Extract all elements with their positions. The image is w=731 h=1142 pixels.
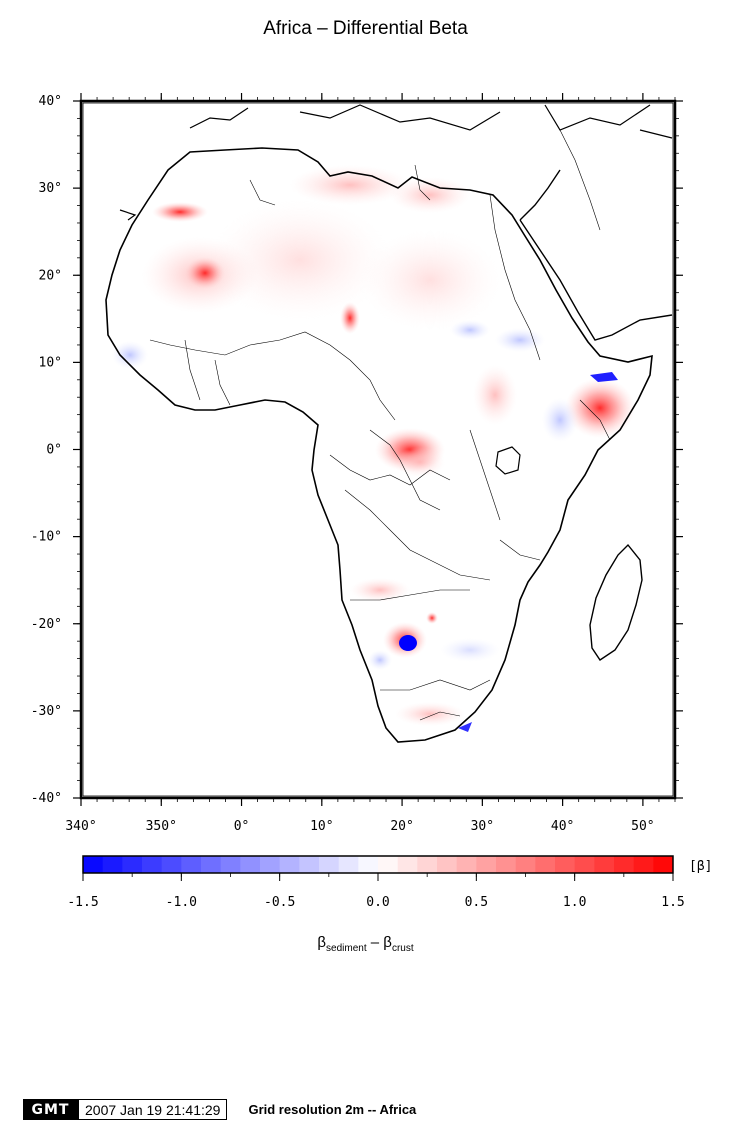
colorbar-tick-label: 1.5 xyxy=(661,895,684,910)
colorbar-segment xyxy=(83,856,104,873)
beta-shading xyxy=(112,165,635,726)
colorbar-segment xyxy=(555,856,576,873)
subscript-crust: crust xyxy=(391,943,414,954)
colorbar-segment xyxy=(397,856,418,873)
lat-label: 20° xyxy=(39,268,62,283)
lon-label: 20° xyxy=(390,819,413,834)
colorbar-segment xyxy=(299,856,320,873)
subscript-sediment: sediment xyxy=(326,943,367,954)
colorbar-segment xyxy=(456,856,477,873)
europe-coast xyxy=(119,104,673,221)
gmt-logo: GMT xyxy=(23,1099,78,1120)
colorbar-segment xyxy=(240,856,261,873)
colorbar-segment xyxy=(633,856,654,873)
lon-label: 30° xyxy=(471,819,494,834)
grid-resolution-text: Grid resolution 2m -- Africa xyxy=(248,1102,417,1117)
map-content xyxy=(105,104,673,743)
colorbar-segment xyxy=(437,856,458,873)
timestamp: 2007 Jan 19 21:41:29 xyxy=(78,1099,228,1120)
longitude-labels: 340° 350° 0° 10° 20° 30° 40° 50° xyxy=(65,819,654,834)
colorbar-segment xyxy=(653,856,674,873)
lon-label: 0° xyxy=(234,819,250,834)
lat-label: -20° xyxy=(31,617,62,632)
lon-label: 340° xyxy=(65,819,96,834)
lake-victoria xyxy=(495,446,521,475)
colorbar-segment xyxy=(594,856,615,873)
colorbar-tick-label: 0.5 xyxy=(465,895,488,910)
beta-symbol-2: β xyxy=(383,934,392,951)
rivers xyxy=(149,129,611,721)
strong-negative-spot xyxy=(399,635,417,651)
colorbar-tick-label: 0.0 xyxy=(366,895,389,910)
colorbar-tick-label: -1.0 xyxy=(166,895,197,910)
colorbar xyxy=(82,855,674,874)
sa-negative-spot xyxy=(458,722,472,732)
lat-label: 30° xyxy=(39,181,62,196)
colorbar-tick-label: 1.0 xyxy=(563,895,586,910)
colorbar-segment xyxy=(260,856,281,873)
colorbar-tick-label: -1.5 xyxy=(67,895,98,910)
colorbar-unit: [β] xyxy=(689,859,712,874)
colorbar-segment xyxy=(142,856,163,873)
colorbar-segment xyxy=(358,856,379,873)
colorbar-segment xyxy=(338,856,359,873)
colorbar-segment xyxy=(181,856,202,873)
colorbar-labels: -1.5 -1.0 -0.5 0.0 0.5 1.0 1.5 xyxy=(67,873,685,910)
lat-label: -40° xyxy=(31,791,62,806)
colorbar-segment xyxy=(319,856,340,873)
minus-sign: – xyxy=(366,934,384,951)
lat-label: 0° xyxy=(46,443,62,458)
colorbar-segment xyxy=(279,856,300,873)
lon-label: 10° xyxy=(310,819,333,834)
colorbar-axis-label: βsediment – βcrust xyxy=(0,934,731,954)
lat-label: 10° xyxy=(39,355,62,370)
colorbar-segment xyxy=(122,856,143,873)
lon-label: 350° xyxy=(146,819,177,834)
somalia-negative-spot xyxy=(590,372,618,382)
latitude-labels: 40° 30° 20° 10° 0° -10° -20° -30° -40° xyxy=(31,94,62,806)
map-title: Africa – Differential Beta xyxy=(263,18,468,39)
colorbar-segment xyxy=(378,856,399,873)
lat-label: -10° xyxy=(31,530,62,545)
colorbar-segment xyxy=(201,856,222,873)
madagascar xyxy=(589,543,643,661)
colorbar-segment xyxy=(614,856,635,873)
lon-label: 50° xyxy=(631,819,654,834)
footer: GMT 2007 Jan 19 21:41:29 Grid resolution… xyxy=(23,1099,416,1120)
lon-label: 40° xyxy=(551,819,574,834)
arabia-coast xyxy=(519,169,673,341)
colorbar-tick-label: -0.5 xyxy=(264,895,295,910)
lat-label: 40° xyxy=(39,94,62,109)
beta-symbol-1: β xyxy=(317,934,327,951)
colorbar-segment xyxy=(496,856,517,873)
lat-label: -30° xyxy=(31,704,62,719)
colorbar-segment xyxy=(220,856,241,873)
colorbar-segment xyxy=(535,856,556,873)
colorbar-segment xyxy=(515,856,536,873)
colorbar-segment xyxy=(102,856,123,873)
axis-ticks xyxy=(73,93,683,806)
colorbar-segment xyxy=(417,856,438,873)
colorbar-segment xyxy=(161,856,182,873)
colorbar-segment xyxy=(574,856,595,873)
colorbar-segment xyxy=(476,856,497,873)
